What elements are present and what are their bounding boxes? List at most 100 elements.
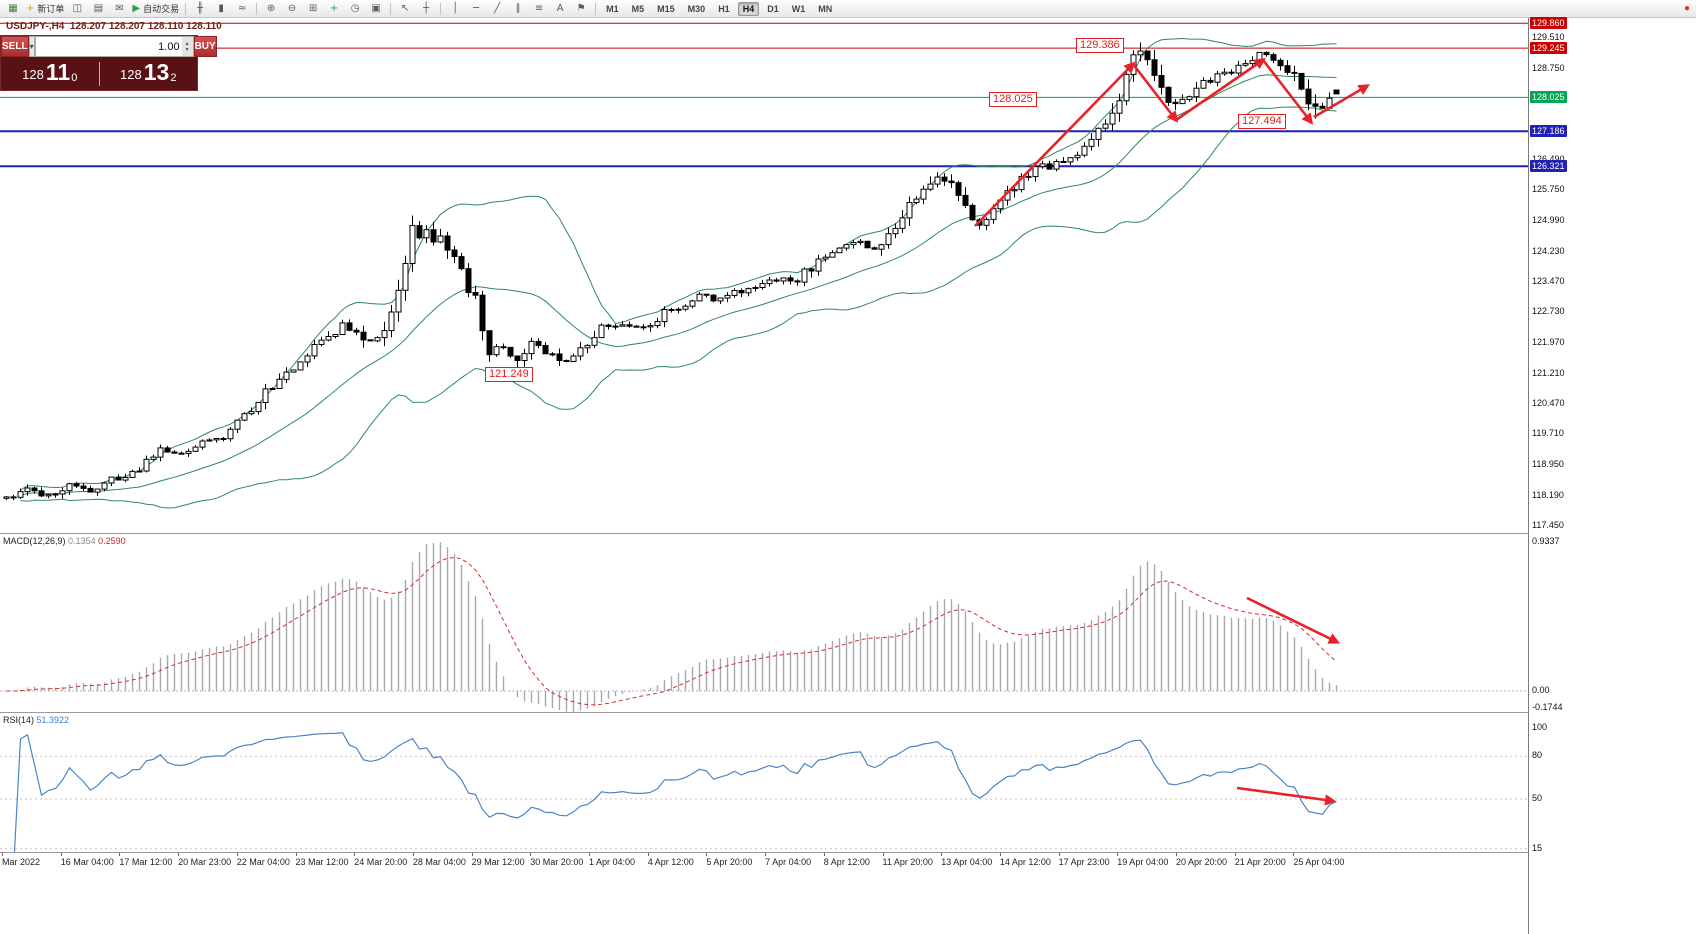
templates-icon[interactable]: ▣ [366,1,386,16]
ohlc-readout: 128.207 128.207 128.110 128.110 [69,21,222,32]
symbol-period-label: USDJPY-,H4 [6,21,65,32]
time-axis-tick [354,853,356,856]
time-axis-label: 4 Apr 12:00 [647,857,694,867]
lot-decrease-button[interactable]: ▾ [185,46,189,53]
time-axis-tick [647,853,649,856]
time-axis-label: 17 Mar 12:00 [119,857,173,867]
price-axis-tag: 129.860 [1530,17,1567,29]
lot-increase-button[interactable]: ▴ [185,40,189,47]
price-axis[interactable]: 129.510 128.750 126.490 125.750 124.990 124.2… [1528,17,1585,934]
new-order-button[interactable]: + 新订单 [24,1,66,16]
bars-chart-icon: ╫ [197,2,204,14]
timeframe-w1-button[interactable]: W1 [791,3,806,14]
timeframe-h4-button[interactable]: H4 [737,1,760,16]
price-axis-label: 126.490 [1532,154,1565,164]
price-axis-label: 124.230 [1532,246,1565,256]
autotrading-button[interactable]: ▶ 自动交易 [130,1,181,16]
rsi-canvas[interactable] [0,713,1528,853]
macd-value-signal: 0.2590 [98,536,126,546]
buy-price-base: 128 [120,66,142,82]
zoom-in-icon[interactable]: ⊕ [261,1,281,16]
new-order-icon: + [26,2,35,14]
arrow-tools-icon[interactable]: ⚑ [571,1,591,16]
price-axis-label: 118.950 [1532,459,1564,469]
timeframe-m1-button[interactable]: M1 [606,3,619,14]
buy-button[interactable]: BUY [193,36,217,57]
time-axis-tick [1117,853,1119,856]
lot-size-input[interactable] [35,37,182,56]
empty-area [0,871,1528,934]
time-axis-label: 25 Apr 04:00 [1293,857,1345,867]
timeframe-mn-button[interactable]: MN [818,3,833,14]
price-annotation: 127.494 [1238,114,1286,129]
mail-icon[interactable]: ✉ [109,1,129,16]
candlestick-chart-icon[interactable]: ▮ [211,1,231,16]
macd-header: MACD(12,26,9) 0.1354 0.2590 [3,536,126,546]
buy-price: 128 13 2 [100,60,198,87]
period-icon[interactable]: ◷ [345,1,365,16]
time-axis-label: 30 Mar 20:00 [530,857,584,867]
text-icon[interactable]: A [550,1,570,16]
time-axis-label: 13 Apr 04:00 [941,857,993,867]
price-axis-tag: 126.321 [1530,160,1567,172]
time-axis-tick [471,853,473,856]
profile-icon: ◫ [72,2,83,14]
macd-value-main: 0.1354 [68,536,96,546]
crosshair-icon[interactable]: ┼ [416,1,436,16]
time-axis-label: 19 Apr 04:00 [1117,857,1169,867]
toolbar-separator [595,2,597,15]
horizontal-line-icon[interactable]: ─ [466,1,486,16]
time-axis-label: 8 Apr 12:00 [823,857,870,867]
time-axis-label: 16 Mar 04:00 [60,857,114,867]
time-axis[interactable]: Mar 2022 16 Mar 04:00 17 Mar 12:00 20 Mar 2… [0,852,1528,871]
timeframe-m5-button[interactable]: M5 [631,3,645,14]
fibonacci-icon[interactable]: ≡ [529,1,549,16]
price-annotation: 128.025 [989,92,1037,107]
templates-icon: ▣ [371,2,381,14]
time-axis-label: 5 Apr 20:00 [706,857,753,867]
price-axis-tag: 128.025 [1530,91,1567,103]
price-axis-label: 125.750 [1532,184,1565,194]
line-chart-icon[interactable]: ≈ [232,1,252,16]
tile-windows-icon[interactable]: ⊞ [303,1,323,16]
zoom-out-icon[interactable]: ⊖ [282,1,302,16]
channel-icon[interactable]: ∥ [508,1,528,16]
trendline-icon[interactable]: ╱ [487,1,507,16]
price-axis-label: 120.470 [1532,398,1565,408]
text-icon: A [556,2,564,14]
right-margin [1585,18,1696,934]
new-chart-icon[interactable]: ▦ [3,1,23,16]
timeframe-h1-button[interactable]: H1 [718,3,730,14]
sell-button[interactable]: SELL [1,36,29,57]
sell-price-point: 0 [71,71,78,84]
main-chart-canvas[interactable] [0,18,1528,533]
sell-price-pips: 11 [45,58,71,85]
bars-chart-icon[interactable]: ╫ [190,1,210,16]
price-axis-label: 128.750 [1532,63,1565,73]
time-axis-label: 22 Mar 04:00 [236,857,290,867]
cursor-icon[interactable]: ↖ [395,1,415,16]
macd-name: MACD(12,26,9) [3,536,66,546]
vertical-line-icon[interactable]: │ [445,1,465,16]
timeframe-m15-button[interactable]: M15 [657,3,675,14]
buy-price-point: 2 [170,71,177,84]
time-axis-label: 29 Mar 12:00 [471,857,525,867]
indicators-icon[interactable]: + [324,1,344,16]
rsi-panel[interactable]: RSI(14) 51.3922 [0,712,1528,853]
macd-canvas[interactable] [0,534,1528,713]
timeframe-m30-button[interactable]: M30 [687,3,706,14]
main-chart-panel[interactable]: USDJPY-,H4 128.207 128.207 128.110 128.1… [0,18,1528,533]
rsi-value: 51.3922 [36,715,70,725]
time-axis-tick [706,853,708,856]
order-type-dropdown[interactable]: ▾ [28,36,35,57]
price-axis-label: 117.450 [1532,520,1564,530]
cursor-icon: ↖ [400,2,410,14]
macd-panel[interactable]: MACD(12,26,9) 0.1354 0.2590 [0,533,1528,712]
layouts-icon[interactable]: ▤ [88,1,108,16]
profile-icon[interactable]: ◫ [67,1,87,16]
time-axis-tick [999,853,1001,856]
sell-price: 128 11 0 [1,58,99,87]
time-axis-tick [1176,853,1177,856]
price-axis-label: 0.00 [1532,685,1550,695]
timeframe-d1-button[interactable]: D1 [767,3,779,14]
